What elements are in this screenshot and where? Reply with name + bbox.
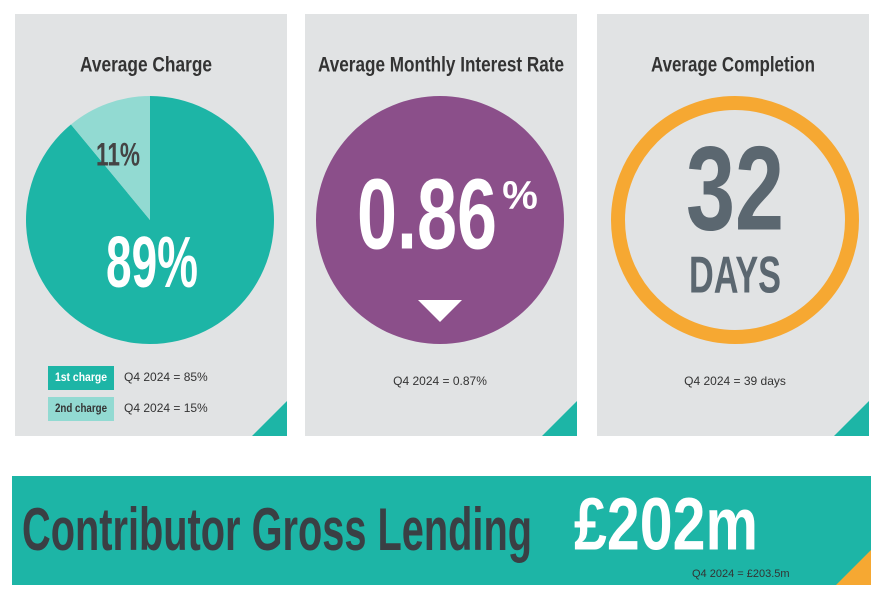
legend-label: 2nd charge bbox=[55, 401, 107, 415]
corner-fold bbox=[542, 401, 577, 436]
completion-value: 32 bbox=[686, 122, 784, 256]
legend-swatch bbox=[48, 366, 114, 390]
rate-unit: % bbox=[502, 174, 538, 218]
legend-label: 1st charge bbox=[55, 370, 107, 384]
note: Q4 2024 = 15% bbox=[124, 401, 208, 415]
note: Q4 2024 = 85% bbox=[124, 370, 208, 384]
corner-fold bbox=[252, 401, 287, 436]
pie-slice bbox=[70, 96, 150, 220]
pie-chart: 89% 1st charge Q4 2024 = 85% 11% 2nd charge Q… bbox=[26, 96, 274, 421]
down-arrow bbox=[418, 300, 462, 322]
rate-circle bbox=[316, 96, 564, 344]
legend-swatch bbox=[48, 397, 114, 421]
card-title: Average Monthly Interest Rate bbox=[318, 54, 564, 77]
banner bbox=[12, 476, 871, 585]
card-title: Average Charge bbox=[80, 54, 212, 77]
banner-value: £202m bbox=[574, 483, 758, 566]
slice-label: 89% bbox=[106, 223, 198, 303]
completion-unit: DAYS bbox=[689, 247, 781, 305]
card-title: Average Completion bbox=[651, 54, 815, 77]
note: Q4 2024 = 39 days bbox=[684, 374, 786, 388]
banner-label: Contributor Gross Lending bbox=[22, 496, 532, 563]
corner-fold bbox=[836, 550, 871, 585]
note: Q4 2024 = £203.5m bbox=[692, 568, 790, 580]
slice-label: 11% bbox=[96, 136, 140, 172]
note: Q4 2024 = 0.87% bbox=[393, 374, 487, 388]
corner-fold bbox=[834, 401, 869, 436]
completion-ring bbox=[611, 96, 859, 344]
card bbox=[597, 14, 869, 436]
rate-value: 0.86 bbox=[357, 158, 497, 270]
